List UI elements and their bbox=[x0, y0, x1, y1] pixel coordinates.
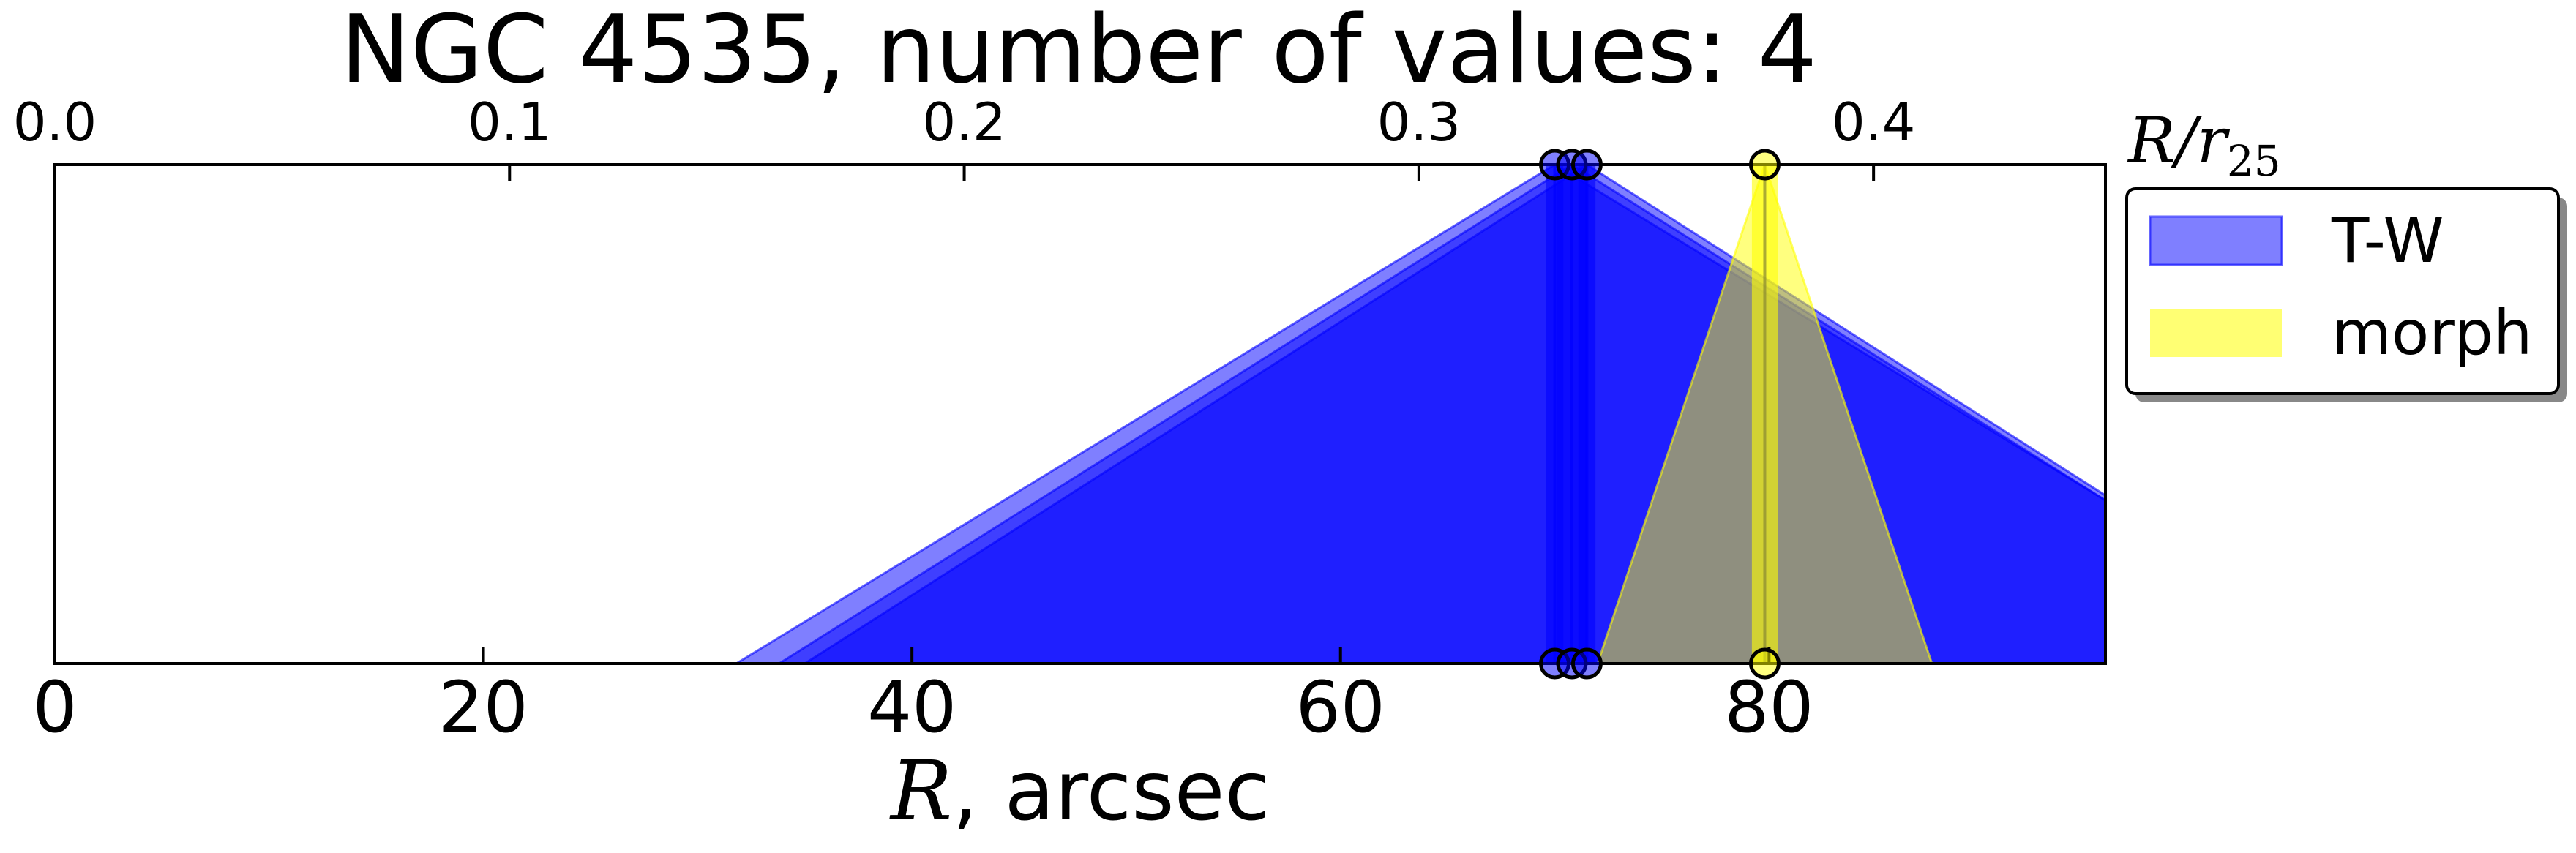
top-axis-label-sub: 25 bbox=[2227, 136, 2281, 186]
bottom-tick-label-1: 20 bbox=[439, 666, 528, 748]
legend: T-W morph bbox=[2125, 187, 2567, 402]
top-tick-label-4: 0.4 bbox=[1832, 91, 1916, 153]
legend-label-morph: morph bbox=[2332, 297, 2532, 369]
marker-bottom-t-w-3 bbox=[1570, 647, 1603, 680]
chart-title: NGC 4535, number of values: 4 bbox=[340, 0, 1817, 105]
top-tick-label-3: 0.3 bbox=[1377, 91, 1461, 153]
marker-bottom-morph-1 bbox=[1748, 647, 1781, 680]
bottom-tick-labels: 0 20 40 60 80 bbox=[32, 666, 1813, 748]
bottom-tick-label-4: 80 bbox=[1724, 666, 1813, 748]
legend-swatch-tw bbox=[2149, 215, 2283, 266]
legend-swatch-morph bbox=[2150, 309, 2282, 357]
plot-frame bbox=[53, 163, 2107, 665]
marker-top-t-w-3 bbox=[1570, 149, 1603, 181]
bottom-tick-label-3: 60 bbox=[1296, 666, 1385, 748]
legend-label-tw: T-W bbox=[2331, 205, 2444, 277]
top-tick-label-2: 0.2 bbox=[922, 91, 1006, 153]
top-tick-label-1: 0.1 bbox=[468, 91, 552, 153]
bottom-tick-label-0: 0 bbox=[32, 666, 77, 748]
top-tick-labels: 0.0 0.1 0.2 0.3 0.4 bbox=[13, 91, 1916, 153]
x-axis-label: R, arcsec bbox=[889, 744, 1270, 839]
data-layer bbox=[734, 165, 2105, 664]
x-axis-label-math: R bbox=[889, 744, 952, 839]
top-axis-label-main: R/r bbox=[2127, 105, 2231, 178]
x-axis-label-rest: , arcsec bbox=[952, 744, 1270, 839]
top-tick-label-0: 0.0 bbox=[13, 91, 97, 153]
top-axis-label: R/r25 bbox=[2127, 105, 2281, 186]
bottom-tick-label-2: 40 bbox=[867, 666, 956, 748]
marker-top-morph-1 bbox=[1748, 149, 1781, 181]
